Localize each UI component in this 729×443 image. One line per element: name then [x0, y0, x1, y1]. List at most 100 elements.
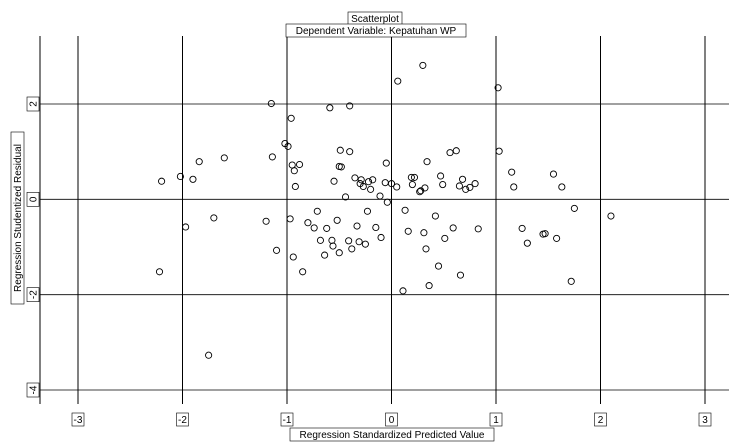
data-point	[474, 225, 482, 233]
chart-title: Scatterplot	[351, 14, 399, 25]
grid-lines	[39, 36, 729, 404]
data-point	[404, 227, 412, 235]
data-point	[439, 181, 447, 189]
data-point	[323, 224, 331, 232]
data-point	[459, 175, 467, 183]
data-point	[437, 172, 445, 180]
x-tick-label: 0	[389, 415, 395, 426]
x-axis-label: Regression Standardized Predicted Value	[300, 430, 485, 441]
data-point	[449, 224, 457, 232]
x-axis-label-box: Regression Standardized Predicted Value	[289, 427, 495, 442]
data-point	[330, 177, 338, 185]
data-point	[220, 154, 228, 162]
x-tick-label: 2	[598, 415, 604, 426]
y-tick-label: 2	[29, 101, 40, 107]
x-tick-labels: -3 -2 -1 0 1 2 3	[71, 412, 712, 427]
data-point	[321, 251, 329, 259]
data-point	[328, 236, 336, 244]
chart-subtitle-box: Dependent Variable: Kepatuhan WP	[285, 23, 467, 38]
data-point	[205, 351, 213, 359]
data-point	[381, 179, 389, 187]
data-point	[434, 262, 443, 270]
x-tick-label: -2	[178, 415, 187, 426]
data-point	[471, 180, 479, 188]
data-point	[416, 188, 424, 196]
data-point	[523, 239, 531, 247]
data-point	[376, 192, 384, 200]
x-tick: 3	[698, 412, 712, 427]
x-tick: 0	[385, 412, 398, 427]
data-point	[291, 182, 299, 191]
y-tick: 2	[26, 96, 40, 112]
x-tick: -1	[280, 412, 294, 427]
data-point	[567, 277, 575, 285]
data-point	[357, 176, 365, 184]
data-point	[284, 142, 292, 150]
data-point	[316, 236, 324, 244]
x-tick: 1	[489, 412, 503, 427]
data-point	[446, 149, 454, 157]
x-tick-label: 1	[493, 415, 499, 426]
data-point	[272, 246, 281, 254]
y-tick-label: 0	[29, 196, 40, 202]
data-point	[158, 177, 166, 185]
data-point	[462, 185, 470, 193]
data-point	[341, 193, 350, 201]
data-point	[288, 161, 296, 169]
data-point	[494, 84, 502, 92]
data-point	[372, 223, 380, 232]
data-point	[348, 245, 356, 253]
y-tick: -2	[26, 287, 40, 302]
data-point	[355, 238, 363, 246]
data-point	[155, 268, 164, 276]
y-tick-labels: -4 -2 0 2	[26, 96, 40, 398]
data-point	[410, 173, 419, 181]
data-point	[456, 271, 465, 279]
data-point	[346, 102, 354, 110]
data-point	[329, 242, 337, 250]
chart-subtitle: Dependent Variable: Kepatuhan WP	[296, 26, 457, 37]
data-point	[541, 230, 549, 238]
data-point	[267, 99, 275, 108]
data-point	[295, 160, 304, 169]
x-tick-label: -1	[283, 415, 292, 426]
data-point	[286, 215, 294, 223]
data-point	[182, 223, 190, 231]
data-point	[420, 229, 428, 237]
data-point	[382, 159, 390, 167]
data-point	[408, 181, 416, 189]
x-tick: -3	[71, 412, 85, 427]
data-point	[510, 183, 518, 191]
data-point	[189, 175, 197, 183]
data-point	[394, 77, 402, 85]
x-tick: 2	[594, 412, 607, 427]
data-point	[310, 224, 318, 232]
x-tick-label: -3	[74, 415, 83, 426]
y-axis-label: Regression Studentized Residual	[13, 144, 24, 292]
data-point	[290, 167, 298, 175]
data-point	[466, 183, 474, 191]
data-point	[363, 207, 372, 215]
data-point	[455, 182, 463, 190]
data-point	[364, 178, 373, 186]
data-point	[393, 183, 401, 191]
data-point	[336, 146, 344, 154]
data-point	[422, 245, 430, 253]
data-point	[423, 158, 431, 166]
data-point	[553, 234, 561, 242]
data-point	[549, 170, 558, 178]
data-point	[361, 240, 369, 248]
y-tick: 0	[26, 192, 40, 207]
data-point	[345, 237, 353, 245]
data-point	[495, 147, 503, 155]
data-point	[176, 172, 184, 181]
data-point	[268, 153, 276, 161]
data-point	[313, 207, 321, 215]
data-point	[326, 104, 334, 112]
data-points	[155, 61, 615, 359]
data-point	[335, 249, 343, 257]
y-tick: -4	[26, 382, 40, 398]
x-tick-label: 3	[702, 415, 708, 426]
data-point	[337, 163, 345, 171]
